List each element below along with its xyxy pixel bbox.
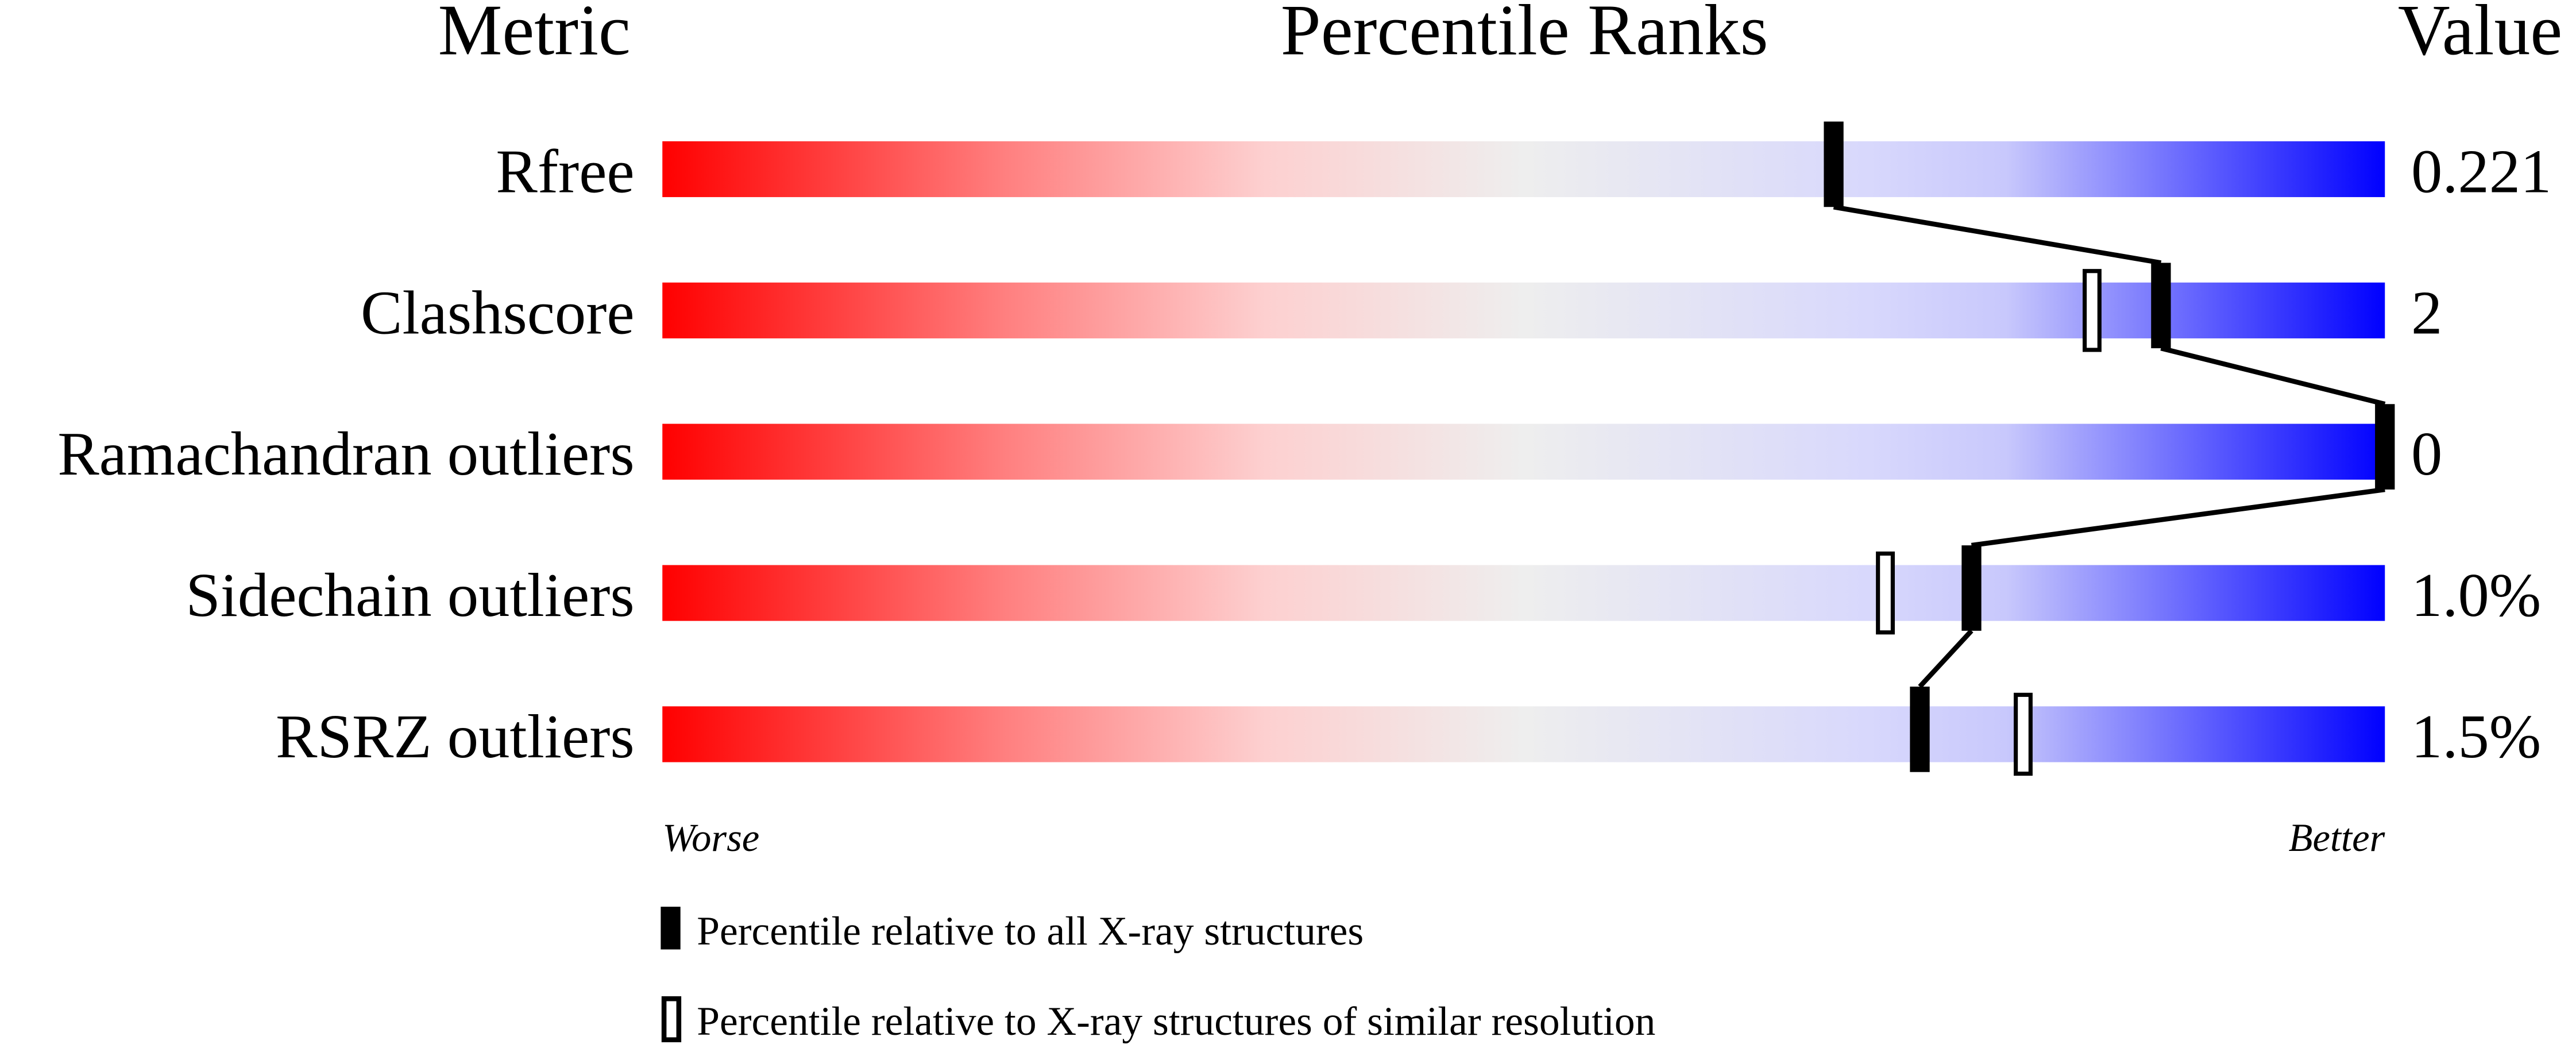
legend-open-marker-box (661, 996, 682, 1042)
legend-similar-label: Percentile relative to X-ray structures … (697, 999, 1655, 1044)
percentile-bar (662, 565, 2385, 621)
metric-value: 1.5% (2411, 702, 2541, 771)
all-structures-marker (1910, 687, 1930, 772)
marker-connector (1971, 487, 2385, 548)
marker-connector (1918, 629, 1973, 688)
metric-label: Rfree (496, 137, 634, 206)
all-structures-marker (1961, 545, 1982, 631)
header-value: Value (2398, 0, 2562, 70)
percentile-bar (662, 141, 2385, 198)
metric-label: RSRZ outliers (276, 702, 635, 771)
better-label: Better (2289, 816, 2385, 860)
header-metric: Metric (438, 0, 631, 70)
metric-row: Sidechain outliers 1.0% (186, 545, 2541, 635)
marker-connector (1833, 204, 2162, 265)
metric-row: Ramachandran outliers 0 (57, 404, 2442, 490)
metric-label: Ramachandran outliers (57, 419, 634, 488)
similar-resolution-marker (1876, 551, 1895, 635)
metric-value: 2 (2411, 278, 2442, 347)
percentile-bar (662, 423, 2385, 480)
metric-label: Clashscore (361, 278, 635, 347)
header-percentile-ranks: Percentile Ranks (1281, 0, 1768, 70)
legend-all-label: Percentile relative to all X-ray structu… (697, 908, 1364, 954)
percentile-bar (662, 706, 2385, 762)
metric-row: Rfree 0.221 (496, 121, 2551, 207)
metric-row: Clashscore 2 (361, 263, 2442, 352)
legend-filled-marker (661, 907, 681, 950)
percentile-bar (662, 282, 2385, 338)
all-structures-marker (2151, 263, 2171, 349)
metric-value: 0 (2411, 419, 2442, 488)
metric-value: 0.221 (2411, 137, 2551, 206)
metric-label: Sidechain outliers (186, 561, 634, 630)
similar-resolution-marker (2082, 269, 2102, 352)
metric-row: RSRZ outliers 1.5% (276, 687, 2541, 776)
all-structures-marker (2375, 404, 2395, 490)
all-structures-marker (1824, 121, 1844, 207)
worse-label: Worse (662, 816, 759, 860)
similar-resolution-marker (2014, 692, 2033, 776)
metric-value: 1.0% (2411, 561, 2541, 630)
marker-connector (2160, 345, 2386, 407)
